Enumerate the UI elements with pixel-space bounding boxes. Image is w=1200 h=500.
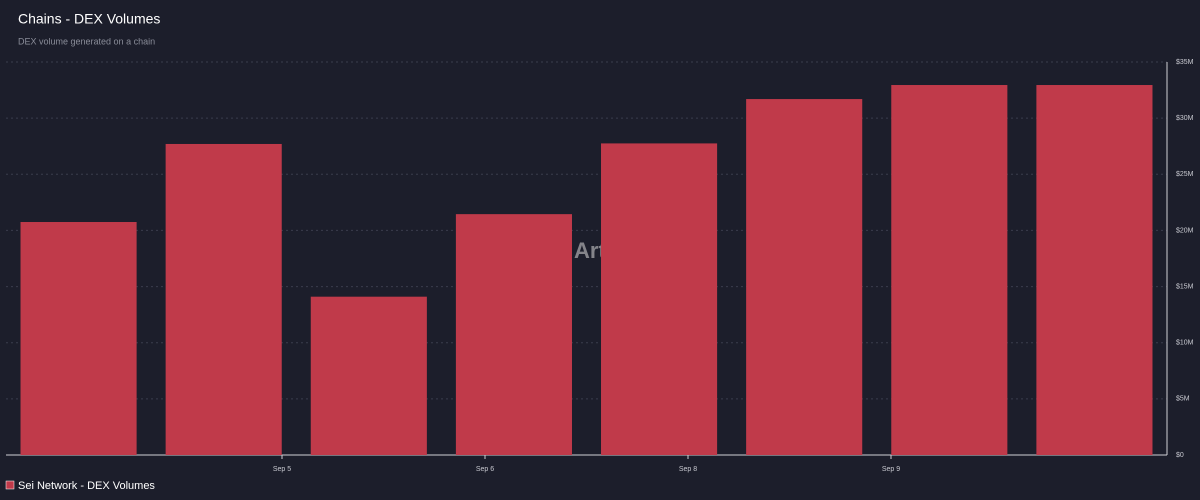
y-tick-label: $5M — [1176, 396, 1190, 403]
legend-swatch — [5, 480, 15, 490]
bar — [601, 143, 718, 455]
x-tick-label: Sep 8 — [679, 466, 697, 473]
bar — [20, 222, 137, 455]
x-tick-label: Sep 6 — [476, 466, 494, 473]
y-tick-label: $0 — [1176, 452, 1184, 459]
bar — [746, 99, 863, 455]
y-tick-label: $25M — [1176, 171, 1194, 178]
bar — [1036, 85, 1153, 456]
bar — [455, 214, 572, 455]
legend-label: Sei Network - DEX Volumes — [18, 480, 155, 492]
bar — [165, 143, 282, 455]
y-tick-label: $35M — [1176, 59, 1194, 66]
chart-title: Chains - DEX Volumes — [18, 11, 160, 27]
y-tick-label: $20M — [1176, 227, 1194, 234]
bar — [310, 296, 427, 455]
y-tick-label: $15M — [1176, 283, 1194, 290]
x-tick-label: Sep 9 — [882, 466, 900, 473]
y-tick-label: $30M — [1176, 115, 1194, 122]
bar — [891, 85, 1008, 456]
x-tick-label: Sep 5 — [273, 466, 291, 473]
y-tick-label: $10M — [1176, 340, 1194, 347]
chart-subtitle: DEX volume generated on a chain — [18, 36, 155, 46]
